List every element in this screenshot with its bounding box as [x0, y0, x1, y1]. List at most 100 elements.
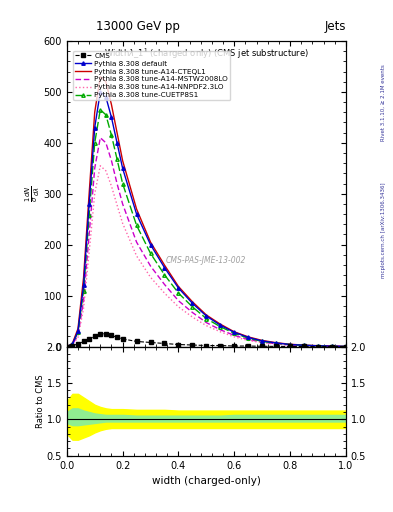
CMS — [218, 343, 222, 349]
Pythia 8.308 tune-A14-CTEQL1 — [218, 321, 222, 327]
Pythia 8.308 tune-A14-MSTW2008LO — [176, 297, 181, 304]
CMS — [148, 339, 153, 346]
Pythia 8.308 tune-A14-NNPDF2.3LO — [98, 163, 103, 169]
Pythia 8.308 tune-CUETP8S1 — [120, 181, 125, 187]
CMS — [246, 343, 251, 349]
Pythia 8.308 tune-A14-CTEQL1 — [92, 109, 97, 115]
Pythia 8.308 tune-A14-NNPDF2.3LO — [103, 168, 108, 174]
CMS — [92, 333, 97, 339]
Line: Pythia 8.308 default: Pythia 8.308 default — [65, 90, 347, 348]
Line: Pythia 8.308 tune-A14-CTEQL1: Pythia 8.308 tune-A14-CTEQL1 — [67, 77, 346, 347]
Pythia 8.308 tune-A14-CTEQL1 — [81, 275, 86, 281]
Pythia 8.308 tune-CUETP8S1 — [81, 287, 86, 293]
Pythia 8.308 tune-CUETP8S1 — [302, 343, 307, 349]
Pythia 8.308 tune-A14-NNPDF2.3LO — [288, 342, 292, 348]
Pythia 8.308 tune-CUETP8S1 — [115, 156, 119, 162]
Pythia 8.308 tune-A14-CTEQL1 — [64, 344, 69, 350]
Pythia 8.308 tune-CUETP8S1 — [246, 335, 251, 341]
Pythia 8.308 tune-A14-CTEQL1 — [343, 344, 348, 350]
Pythia 8.308 tune-A14-NNPDF2.3LO — [329, 343, 334, 349]
Pythia 8.308 default — [316, 343, 320, 349]
CMS — [329, 344, 334, 350]
CMS — [115, 334, 119, 340]
Pythia 8.308 tune-A14-MSTW2008LO — [190, 309, 195, 315]
Text: Width$\lambda\_1^1$ (charged only) (CMS jet substructure): Width$\lambda\_1^1$ (charged only) (CMS … — [104, 47, 309, 61]
Pythia 8.308 tune-A14-NNPDF2.3LO — [92, 190, 97, 197]
Pythia 8.308 tune-A14-NNPDF2.3LO — [218, 329, 222, 335]
Pythia 8.308 tune-A14-MSTW2008LO — [343, 344, 348, 350]
Pythia 8.308 tune-A14-NNPDF2.3LO — [87, 249, 92, 255]
CMS — [176, 342, 181, 348]
Pythia 8.308 tune-A14-NNPDF2.3LO — [70, 342, 75, 348]
CMS — [316, 344, 320, 350]
Pythia 8.308 tune-A14-MSTW2008LO — [75, 332, 80, 338]
CMS — [81, 338, 86, 345]
Pythia 8.308 tune-A14-MSTW2008LO — [218, 327, 222, 333]
CMS — [75, 341, 80, 347]
Pythia 8.308 tune-A14-CTEQL1 — [190, 298, 195, 305]
Pythia 8.308 tune-CUETP8S1 — [176, 290, 181, 296]
Pythia 8.308 tune-A14-NNPDF2.3LO — [148, 274, 153, 281]
Pythia 8.308 tune-A14-MSTW2008LO — [302, 343, 307, 349]
Pythia 8.308 tune-CUETP8S1 — [70, 341, 75, 347]
CMS — [162, 340, 167, 347]
Pythia 8.308 default — [75, 328, 80, 334]
Pythia 8.308 tune-A14-MSTW2008LO — [232, 332, 237, 338]
Text: Jets: Jets — [324, 20, 346, 33]
Pythia 8.308 tune-A14-MSTW2008LO — [120, 201, 125, 207]
Pythia 8.308 tune-A14-MSTW2008LO — [204, 319, 209, 326]
Line: CMS: CMS — [65, 332, 347, 348]
Pythia 8.308 tune-A14-NNPDF2.3LO — [232, 334, 237, 340]
Pythia 8.308 tune-A14-MSTW2008LO — [81, 297, 86, 304]
Line: Pythia 8.308 tune-A14-MSTW2008LO: Pythia 8.308 tune-A14-MSTW2008LO — [67, 138, 346, 347]
CMS — [98, 331, 103, 337]
Pythia 8.308 tune-A14-NNPDF2.3LO — [260, 339, 264, 346]
Pythia 8.308 tune-A14-NNPDF2.3LO — [316, 343, 320, 349]
Line: Pythia 8.308 tune-CUETP8S1: Pythia 8.308 tune-CUETP8S1 — [65, 108, 347, 348]
CMS — [190, 342, 195, 348]
CMS — [232, 343, 237, 349]
Pythia 8.308 tune-A14-MSTW2008LO — [288, 342, 292, 348]
Legend: CMS, Pythia 8.308 default, Pythia 8.308 tune-A14-CTEQL1, Pythia 8.308 tune-A14-M: CMS, Pythia 8.308 default, Pythia 8.308 … — [73, 51, 230, 100]
CMS — [87, 336, 92, 342]
Pythia 8.308 default — [218, 322, 222, 328]
Pythia 8.308 default — [70, 341, 75, 347]
CMS — [302, 344, 307, 350]
Pythia 8.308 tune-A14-CTEQL1 — [87, 190, 92, 197]
CMS — [134, 338, 139, 345]
CMS — [103, 331, 108, 337]
Pythia 8.308 default — [274, 340, 278, 346]
Pythia 8.308 tune-A14-CTEQL1 — [148, 239, 153, 245]
Pythia 8.308 tune-A14-CTEQL1 — [274, 339, 278, 346]
CMS — [64, 344, 69, 350]
Pythia 8.308 tune-A14-NNPDF2.3LO — [81, 305, 86, 311]
Pythia 8.308 tune-A14-MSTW2008LO — [162, 281, 167, 287]
Pythia 8.308 tune-A14-NNPDF2.3LO — [190, 314, 195, 320]
Pythia 8.308 default — [329, 343, 334, 349]
Pythia 8.308 tune-A14-NNPDF2.3LO — [246, 337, 251, 344]
CMS — [109, 332, 114, 338]
Pythia 8.308 tune-A14-CTEQL1 — [70, 340, 75, 347]
Pythia 8.308 tune-A14-CTEQL1 — [75, 326, 80, 332]
Pythia 8.308 tune-CUETP8S1 — [218, 324, 222, 330]
Pythia 8.308 tune-CUETP8S1 — [134, 222, 139, 228]
Pythia 8.308 default — [64, 344, 69, 350]
Pythia 8.308 tune-A14-CTEQL1 — [134, 206, 139, 212]
Pythia 8.308 tune-CUETP8S1 — [288, 342, 292, 348]
Pythia 8.308 tune-A14-NNPDF2.3LO — [302, 343, 307, 349]
Pythia 8.308 tune-A14-CTEQL1 — [232, 329, 237, 335]
Pythia 8.308 tune-A14-CTEQL1 — [260, 337, 264, 344]
Pythia 8.308 tune-A14-MSTW2008LO — [115, 181, 119, 187]
Text: mcplots.cern.ch [arXiv:1306.3436]: mcplots.cern.ch [arXiv:1306.3436] — [381, 183, 386, 278]
Pythia 8.308 tune-CUETP8S1 — [103, 112, 108, 118]
Pythia 8.308 tune-A14-NNPDF2.3LO — [109, 183, 114, 189]
CMS — [204, 343, 209, 349]
Pythia 8.308 tune-A14-CTEQL1 — [162, 262, 167, 268]
Line: Pythia 8.308 tune-A14-NNPDF2.3LO: Pythia 8.308 tune-A14-NNPDF2.3LO — [67, 166, 346, 347]
Pythia 8.308 tune-CUETP8S1 — [98, 106, 103, 113]
Pythia 8.308 default — [103, 94, 108, 100]
Pythia 8.308 tune-CUETP8S1 — [148, 250, 153, 257]
Pythia 8.308 tune-CUETP8S1 — [260, 338, 264, 345]
Text: Rivet 3.1.10, ≥ 2.1M events: Rivet 3.1.10, ≥ 2.1M events — [381, 64, 386, 141]
Pythia 8.308 tune-CUETP8S1 — [316, 343, 320, 349]
